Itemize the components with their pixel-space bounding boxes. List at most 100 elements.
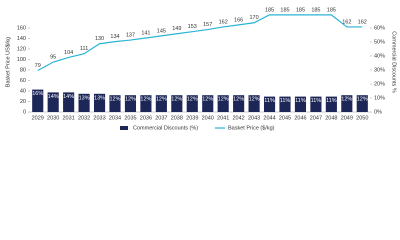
bar bbox=[78, 93, 90, 112]
line-value-label: 185 bbox=[327, 7, 336, 13]
y2-axis-title: Commercial Discounts % bbox=[391, 31, 397, 93]
legend-label: Commercial Discounts (%) bbox=[133, 125, 198, 131]
bar-value-label: 11% bbox=[264, 98, 275, 104]
bar bbox=[140, 95, 152, 112]
line-value-label: 162 bbox=[219, 19, 228, 25]
line-value-label: 141 bbox=[141, 30, 150, 36]
bar-value-label: 14% bbox=[48, 94, 59, 100]
x-tick-label: 2047 bbox=[310, 115, 322, 121]
y2-tick-label: 30% bbox=[374, 67, 385, 73]
x-tick-label: 2029 bbox=[32, 115, 44, 121]
x-tick-label: 2037 bbox=[155, 115, 167, 121]
x-tick-label: 2038 bbox=[171, 115, 183, 121]
x-tick-label: 2040 bbox=[202, 115, 214, 121]
y-tick-label: 0 bbox=[23, 109, 26, 115]
bar-value-label: 16% bbox=[32, 91, 43, 97]
bar-value-label: 12% bbox=[109, 97, 120, 103]
bar bbox=[263, 96, 276, 112]
line-value-label: 153 bbox=[188, 24, 197, 30]
line-value-label: 162 bbox=[342, 19, 351, 25]
x-tick-label: 2050 bbox=[356, 115, 368, 121]
line-value-label: 185 bbox=[280, 7, 289, 13]
bar-value-label: 12% bbox=[140, 97, 151, 103]
bar bbox=[124, 95, 137, 112]
bar bbox=[341, 95, 353, 112]
bar bbox=[47, 92, 59, 112]
bar-value-label: 11% bbox=[280, 98, 291, 104]
y2-tick-label: 0% bbox=[374, 109, 382, 115]
bar-value-label: 13% bbox=[94, 95, 105, 101]
bar bbox=[233, 95, 245, 112]
x-tick-label: 2034 bbox=[109, 115, 121, 121]
bar-value-label: 12% bbox=[357, 97, 368, 103]
bar bbox=[93, 93, 106, 112]
x-tick-label: 2036 bbox=[140, 115, 152, 121]
y-tick-label: 160 bbox=[17, 25, 26, 31]
bar-value-label: 11% bbox=[326, 98, 337, 104]
x-tick-label: 2030 bbox=[47, 115, 59, 121]
bar bbox=[294, 96, 307, 112]
line-value-label: 162 bbox=[358, 19, 367, 25]
bar bbox=[279, 96, 291, 112]
bar-value-label: 12% bbox=[156, 97, 167, 103]
bar bbox=[248, 95, 260, 112]
line-value-label: 185 bbox=[296, 7, 305, 13]
y-tick-label: 80 bbox=[20, 67, 26, 73]
line-value-label: 111 bbox=[80, 46, 88, 52]
line-value-label: 104 bbox=[64, 50, 73, 56]
bar bbox=[155, 95, 167, 112]
legend-label: Basket Price ($/kg) bbox=[228, 125, 275, 131]
line-value-label: 95 bbox=[50, 55, 56, 61]
y-axis-title: Basket Price US$/kg bbox=[5, 37, 11, 87]
bar-value-label: 12% bbox=[249, 97, 260, 103]
line-value-label: 145 bbox=[157, 28, 166, 34]
line-value-label: 185 bbox=[265, 7, 274, 13]
x-tick-label: 2031 bbox=[63, 115, 75, 121]
bar-value-label: 14% bbox=[63, 94, 74, 100]
bar bbox=[356, 95, 368, 112]
y-tick-label: 40 bbox=[20, 88, 26, 94]
line-value-label: 185 bbox=[311, 7, 320, 13]
bar-value-label: 12% bbox=[341, 97, 352, 103]
bar-value-label: 12% bbox=[218, 97, 229, 103]
line-value-label: 137 bbox=[126, 33, 135, 39]
line-value-label: 157 bbox=[203, 22, 212, 28]
line-value-label: 170 bbox=[249, 15, 258, 21]
chart: Basket Price US$/kg Commercial Discounts… bbox=[5, 7, 397, 131]
x-tick-label: 2044 bbox=[263, 115, 275, 121]
y-tick-label: 60 bbox=[20, 78, 26, 84]
bar-value-label: 11% bbox=[311, 98, 322, 104]
bar bbox=[186, 95, 198, 112]
x-tick-label: 2039 bbox=[186, 115, 198, 121]
bar bbox=[171, 95, 183, 112]
bar bbox=[310, 96, 322, 112]
bar-value-label: 12% bbox=[125, 97, 136, 103]
y2-tick-label: 20% bbox=[374, 81, 385, 87]
y-tick-label: 140 bbox=[17, 36, 26, 42]
x-tick-label: 2043 bbox=[248, 115, 260, 121]
bar bbox=[202, 95, 214, 112]
y2-tick-label: 60% bbox=[374, 25, 385, 31]
bar bbox=[217, 95, 229, 112]
bar-value-label: 12% bbox=[171, 97, 182, 103]
legend-swatch bbox=[120, 126, 128, 130]
x-tick-label: 2041 bbox=[217, 115, 229, 121]
y-tick-label: 120 bbox=[17, 46, 26, 52]
bar bbox=[32, 89, 44, 112]
line-value-label: 166 bbox=[234, 17, 243, 23]
x-tick-label: 2049 bbox=[341, 115, 353, 121]
bar bbox=[109, 95, 121, 112]
y-tick-label: 100 bbox=[17, 57, 26, 63]
bar-value-label: 11% bbox=[295, 98, 306, 104]
x-tick-label: 2035 bbox=[124, 115, 136, 121]
y2-tick-label: 50% bbox=[374, 39, 385, 45]
bar-value-label: 12% bbox=[233, 97, 244, 103]
line bbox=[37, 14, 363, 72]
bar bbox=[63, 92, 75, 112]
bar-value-label: 12% bbox=[202, 97, 213, 103]
x-tick-label: 2046 bbox=[294, 115, 306, 121]
x-tick-label: 2045 bbox=[279, 115, 291, 121]
line-value-label: 149 bbox=[172, 26, 181, 32]
bar bbox=[325, 96, 337, 112]
line-value-label: 130 bbox=[95, 36, 104, 42]
